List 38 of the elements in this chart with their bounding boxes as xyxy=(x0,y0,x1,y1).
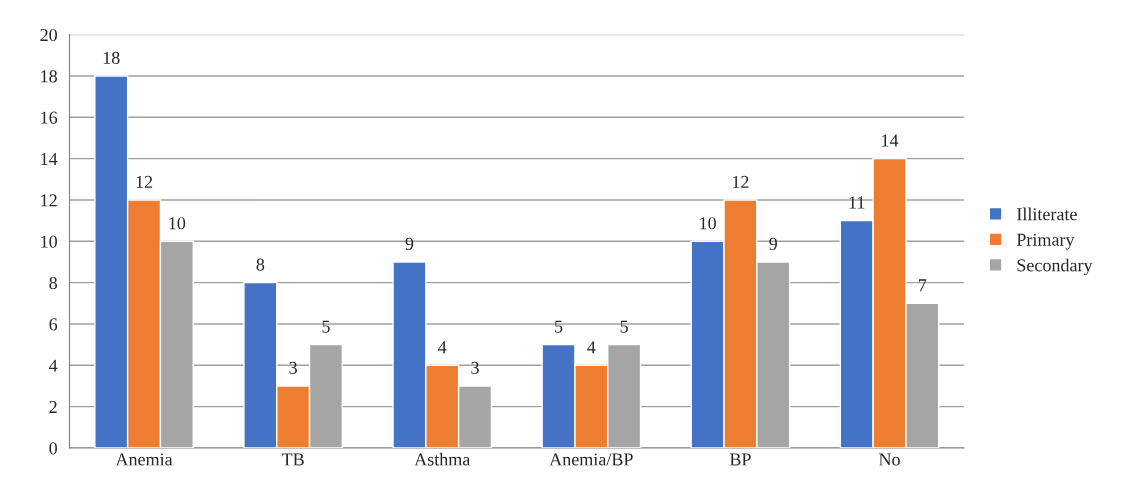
y-tick-label: 0 xyxy=(49,442,58,455)
y-tick-label: 14 xyxy=(41,152,58,165)
data-label: 12 xyxy=(732,175,749,188)
data-label: 18 xyxy=(103,51,120,64)
y-tick-label: 12 xyxy=(41,194,57,207)
x-tick-label: BP xyxy=(729,453,751,466)
data-label: 3 xyxy=(471,361,479,374)
y-tick-label: 8 xyxy=(49,276,58,290)
data-label: 5 xyxy=(620,320,628,333)
data-label: 14 xyxy=(882,134,899,147)
x-tick-label: Anemia/BP xyxy=(549,453,633,466)
data-label: 4 xyxy=(587,341,596,354)
x-tick-label: Asthma xyxy=(414,452,471,466)
legend-label: Secondary xyxy=(1017,258,1093,276)
data-label: 10 xyxy=(700,217,716,230)
y-tick-label: 6 xyxy=(49,318,58,331)
legend-label: Primary xyxy=(1016,233,1075,250)
x-tick-label: Anemia xyxy=(115,453,173,466)
data-label: 11 xyxy=(849,196,865,209)
data-label: 8 xyxy=(256,258,265,271)
data-label: 5 xyxy=(555,320,563,333)
legend-label: Illiterate xyxy=(1016,207,1077,221)
data-label: 5 xyxy=(322,320,330,333)
y-tick-label: 4 xyxy=(49,359,58,372)
data-label: 9 xyxy=(405,237,414,250)
data-label: 4 xyxy=(438,341,447,354)
x-tick-label: No xyxy=(879,453,900,466)
y-tick-label: 20 xyxy=(40,28,58,42)
x-tick-label: TB xyxy=(281,453,304,466)
y-tick-label: 10 xyxy=(41,235,58,248)
y-tick-label: 18 xyxy=(41,70,58,83)
data-label: 12 xyxy=(136,175,153,188)
data-label: 10 xyxy=(169,217,186,230)
y-tick-label: 16 xyxy=(41,111,58,124)
data-label: 7 xyxy=(918,279,927,292)
y-tick-label: 2 xyxy=(49,400,57,413)
data-label: 3 xyxy=(289,361,297,374)
data-label: 9 xyxy=(769,237,777,250)
